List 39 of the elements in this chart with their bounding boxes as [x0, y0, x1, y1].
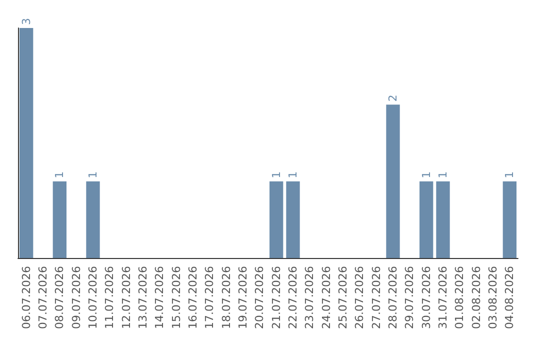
x-tick-label: 18.07.2026 — [220, 266, 233, 330]
data-label: 1 — [86, 171, 100, 178]
x-tick-label: 07.07.2026 — [36, 266, 50, 330]
x-tick-label: 21.07.2026 — [270, 266, 283, 330]
x-tick-label: 04.08.2026 — [503, 266, 516, 330]
x-tick-label: 28.07.2026 — [386, 266, 400, 330]
x-tick-label: 29.07.2026 — [403, 266, 416, 330]
data-label: 1 — [53, 171, 66, 178]
data-label: 1 — [503, 171, 516, 178]
x-tick-label: 14.07.2026 — [153, 266, 166, 330]
x-tick-label: 25.07.2026 — [336, 266, 350, 330]
data-label: 2 — [386, 94, 400, 102]
x-tick-label: 16.07.2026 — [186, 266, 200, 330]
x-tick-label: 15.07.2026 — [170, 266, 183, 330]
x-tick-label: 03.08.2026 — [486, 266, 500, 330]
x-tick-label: 12.07.2026 — [120, 266, 133, 330]
x-tick-label: 01.08.2026 — [453, 266, 466, 330]
x-tick-label: 19.07.2026 — [236, 266, 250, 330]
x-tick-label: 26.07.2026 — [353, 266, 366, 330]
x-tick-label: 08.07.2026 — [53, 266, 66, 330]
x-tick-label: 09.07.2026 — [70, 266, 83, 330]
data-label: 1 — [270, 171, 283, 178]
data-label: 1 — [420, 171, 433, 178]
x-tick-label: 20.07.2026 — [253, 266, 266, 330]
x-tick-label: 27.07.2026 — [370, 266, 383, 330]
x-tick-label: 10.07.2026 — [86, 266, 100, 330]
x-tick-label: 13.07.2026 — [136, 266, 150, 330]
x-tick-label: 30.07.2026 — [420, 266, 433, 330]
x-tick-label: 02.08.2026 — [470, 266, 483, 330]
x-tick-label: 06.07.2026 — [20, 266, 33, 330]
x-tick-label: 31.07.2026 — [436, 266, 450, 330]
data-label: 1 — [436, 171, 450, 178]
x-tick-label: 22.07.2026 — [286, 266, 300, 330]
x-tick-label: 17.07.2026 — [203, 266, 216, 330]
x-tick-label: 24.07.2026 — [320, 266, 333, 330]
data-label: 1 — [286, 171, 300, 178]
x-tick-label: 11.07.2026 — [103, 266, 116, 330]
data-label: 3 — [20, 18, 33, 25]
x-tick-label: 23.07.2026 — [303, 266, 316, 330]
